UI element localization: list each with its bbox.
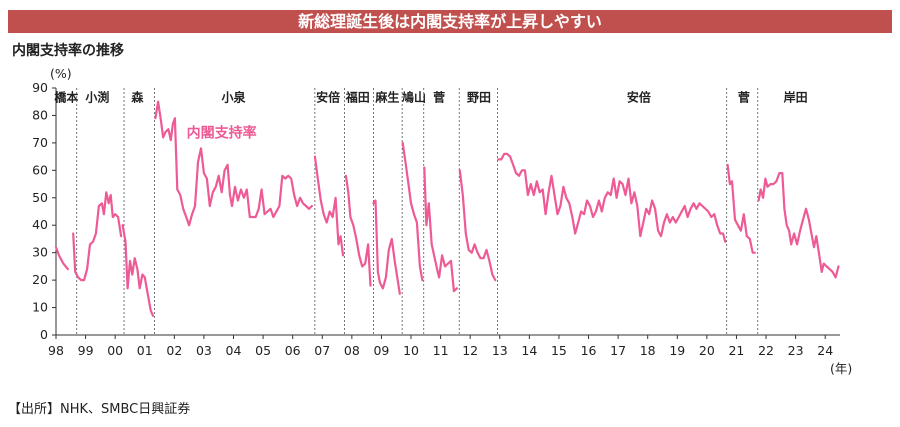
series-line-segment bbox=[344, 174, 372, 287]
x-tick-label: 07 bbox=[314, 343, 330, 358]
series-line-segment bbox=[372, 199, 401, 295]
era-label: 小渕 bbox=[85, 90, 109, 105]
y-tick-label: 70 bbox=[32, 135, 48, 150]
series-line-segment bbox=[726, 163, 756, 254]
x-tick-label: 17 bbox=[610, 343, 626, 358]
era-label: 鳩山 bbox=[402, 90, 426, 105]
x-axis-unit: (年) bbox=[830, 361, 852, 376]
x-tick-label: 23 bbox=[788, 343, 804, 358]
y-tick-label: 0 bbox=[40, 327, 48, 342]
era-label: 野田 bbox=[467, 91, 491, 105]
x-tick-label: 21 bbox=[728, 343, 744, 358]
era-label: 森 bbox=[131, 90, 144, 105]
era-label: 橋本 bbox=[54, 90, 78, 105]
x-tick-label: 05 bbox=[255, 343, 271, 358]
series-line-segment bbox=[54, 246, 69, 271]
x-tick-label: 06 bbox=[285, 343, 301, 358]
chart-axes: 0 10 20 30 40 50 60 70 80 90 98 99 00 01 02 03 04 05 06 07 0… bbox=[32, 80, 840, 358]
y-tick-label: 60 bbox=[32, 162, 48, 177]
y-tick-label: 50 bbox=[32, 190, 48, 205]
series-line-segment bbox=[757, 172, 840, 279]
series-line-segment bbox=[154, 100, 313, 227]
series-line-segment bbox=[458, 169, 497, 282]
era-labels: 橋本 小渕森小泉 安倍 福田 麻生 鳩山菅野田 安倍菅岸田 bbox=[54, 88, 808, 335]
x-tick-label: 98 bbox=[48, 343, 64, 358]
x-tick-label: 20 bbox=[699, 343, 715, 358]
x-tick-label: 22 bbox=[758, 343, 774, 358]
era-label: 岸田 bbox=[784, 90, 808, 105]
era-label: 福田 bbox=[345, 90, 370, 105]
x-tick-label: 15 bbox=[551, 343, 567, 358]
x-tick-label: 02 bbox=[166, 343, 182, 358]
series-line-segment bbox=[401, 141, 424, 282]
series-line-segment bbox=[313, 155, 345, 257]
series-line-segment bbox=[423, 166, 458, 293]
series-line-segment bbox=[497, 152, 727, 243]
x-tick-label: 01 bbox=[137, 343, 153, 358]
source-note: 【出所】NHK、SMBC日興証券 bbox=[8, 402, 191, 417]
y-tick-label: 80 bbox=[32, 107, 48, 122]
x-tick-label: 00 bbox=[107, 343, 123, 358]
x-tick-label: 18 bbox=[640, 343, 656, 358]
era-label: 安倍 bbox=[316, 90, 340, 105]
series-line-segment bbox=[72, 191, 123, 282]
chart-title-banner: 新総理誕生後は内閣支持率が上昇しやすい bbox=[8, 10, 892, 33]
x-tick-label: 03 bbox=[196, 343, 212, 358]
y-tick-label: 40 bbox=[32, 217, 48, 232]
x-tick-label: 08 bbox=[344, 343, 360, 358]
x-tick-label: 19 bbox=[669, 343, 685, 358]
era-label: 安倍 bbox=[627, 90, 651, 105]
series-label: 内閣支持率 bbox=[187, 124, 257, 141]
y-tick-label: 30 bbox=[32, 245, 48, 260]
x-tick-label: 12 bbox=[462, 343, 478, 358]
series-lines: 内閣支持率 bbox=[54, 100, 840, 317]
x-tick-label: 24 bbox=[817, 343, 833, 358]
x-tick-label: 04 bbox=[226, 343, 242, 358]
x-tick-label: 13 bbox=[492, 343, 508, 358]
x-tick-label: 14 bbox=[521, 343, 537, 358]
y-tick-label: 90 bbox=[32, 80, 48, 95]
y-axis-unit: (%) bbox=[50, 66, 72, 81]
chart-subtitle: 内閣支持率の推移 bbox=[12, 43, 124, 59]
x-tick-label: 16 bbox=[581, 343, 597, 358]
era-label: 菅 bbox=[738, 90, 750, 105]
era-label: 小泉 bbox=[222, 90, 247, 105]
era-label: 麻生 bbox=[374, 90, 399, 105]
y-tick-label: 10 bbox=[32, 300, 48, 315]
x-tick-label: 11 bbox=[433, 343, 449, 358]
x-tick-label: 09 bbox=[373, 343, 389, 358]
series-line-segment bbox=[121, 224, 155, 317]
era-label: 菅 bbox=[433, 90, 445, 105]
y-tick-label: 20 bbox=[32, 272, 48, 287]
x-tick-label: 99 bbox=[78, 343, 94, 358]
x-tick-label: 10 bbox=[403, 343, 419, 358]
